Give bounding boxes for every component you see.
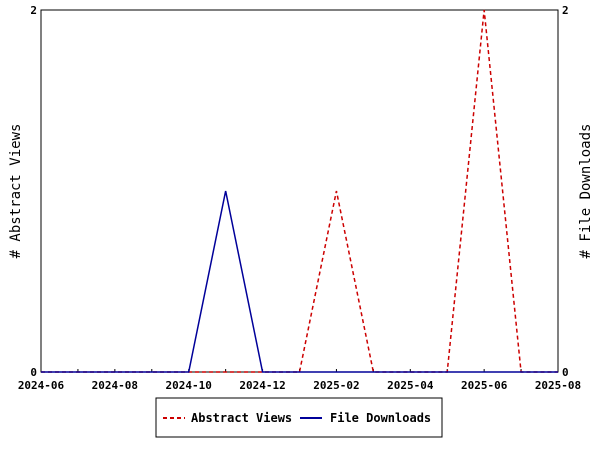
x-tick-label: 2025-02 bbox=[313, 379, 359, 392]
x-tick-label: 2024-06 bbox=[18, 379, 65, 392]
x-tick-label: 2025-04 bbox=[387, 379, 434, 392]
y-tick-label: 0 bbox=[30, 366, 37, 379]
legend-label-file-downloads: File Downloads bbox=[330, 411, 431, 425]
x-tick-label: 2024-08 bbox=[92, 379, 138, 392]
y-axis-title: # Abstract Views bbox=[8, 124, 24, 259]
x-tick-label: 2024-10 bbox=[166, 379, 212, 392]
y2-axis-title: # File Downloads bbox=[578, 124, 594, 259]
x-tick-label: 2024-12 bbox=[239, 379, 285, 392]
y2-tick-label: 0 bbox=[562, 366, 569, 379]
legend: Abstract Views File Downloads bbox=[155, 397, 443, 438]
series-line-file-downloads bbox=[41, 190, 558, 373]
legend-box bbox=[155, 397, 443, 438]
y2-tick-label: 2 bbox=[562, 4, 569, 17]
x-tick-label: 2025-06 bbox=[461, 379, 508, 392]
x-tick-label: 2025-08 bbox=[535, 379, 581, 392]
legend-label-abstract-views: Abstract Views bbox=[191, 411, 292, 425]
y-tick-label: 2 bbox=[30, 4, 37, 17]
series-line-abstract-views bbox=[41, 9, 558, 373]
plot-area bbox=[40, 9, 559, 373]
